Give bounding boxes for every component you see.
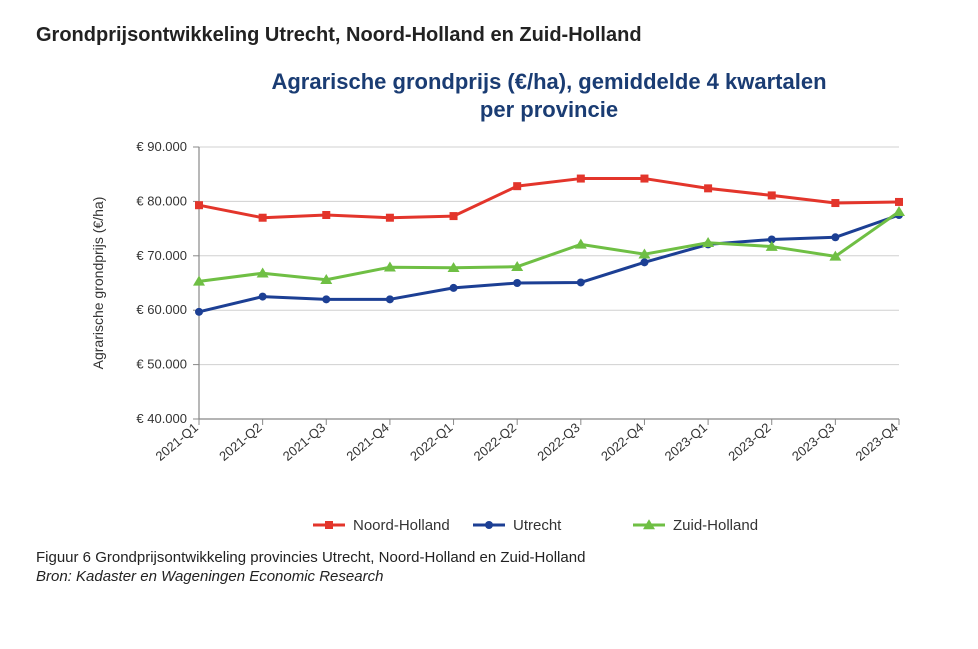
page-heading-text: Grondprijsontwikkeling Utrecht, Noord-Ho… [36, 24, 642, 46]
marker-circle [513, 279, 521, 287]
figure-source: Bron: Kadaster en Wageningen Economic Re… [36, 568, 942, 585]
figure-caption: Figuur 6 Grondprijsontwikkeling provinci… [36, 549, 942, 566]
marker-square [513, 182, 521, 190]
marker-square [450, 212, 458, 220]
marker-square [895, 198, 903, 206]
y-tick-label: € 60.000 [136, 302, 187, 317]
y-tick-label: € 80.000 [136, 193, 187, 208]
marker-square [325, 521, 333, 529]
marker-circle [831, 233, 839, 241]
marker-square [704, 184, 712, 192]
y-axis-label: Agrarische grondprijs (€/ha) [90, 197, 106, 370]
marker-circle [386, 295, 394, 303]
marker-square [259, 214, 267, 222]
line-chart: Agrarische grondprijs (€/ha), gemiddelde… [59, 59, 919, 539]
legend-label: Utrecht [513, 517, 562, 534]
marker-square [640, 175, 648, 183]
marker-square [577, 175, 585, 183]
marker-square [831, 199, 839, 207]
marker-square [195, 201, 203, 209]
chart-title-line1: Agrarische grondprijs (€/ha), gemiddelde… [271, 69, 826, 94]
y-tick-label: € 70.000 [136, 248, 187, 263]
marker-circle [195, 308, 203, 316]
page-heading: Grondprijsontwikkeling Utrecht, Noord-Ho… [36, 24, 942, 47]
figure-caption-text: Figuur 6 Grondprijsontwikkeling provinci… [36, 549, 585, 566]
legend-label: Noord-Holland [353, 517, 450, 534]
legend-label: Zuid-Holland [673, 517, 758, 534]
y-tick-label: € 40.000 [136, 411, 187, 426]
marker-circle [640, 258, 648, 266]
marker-circle [485, 521, 493, 529]
y-tick-label: € 90.000 [136, 139, 187, 154]
marker-square [768, 191, 776, 199]
marker-square [322, 211, 330, 219]
y-tick-label: € 50.000 [136, 357, 187, 372]
marker-circle [322, 295, 330, 303]
marker-circle [259, 293, 267, 301]
chart-title-line2: per provincie [480, 97, 618, 122]
marker-circle [577, 278, 585, 286]
figure-source-text: Bron: Kadaster en Wageningen Economic Re… [36, 568, 383, 585]
marker-circle [450, 284, 458, 292]
chart-container: Agrarische grondprijs (€/ha), gemiddelde… [59, 59, 919, 539]
marker-square [386, 214, 394, 222]
